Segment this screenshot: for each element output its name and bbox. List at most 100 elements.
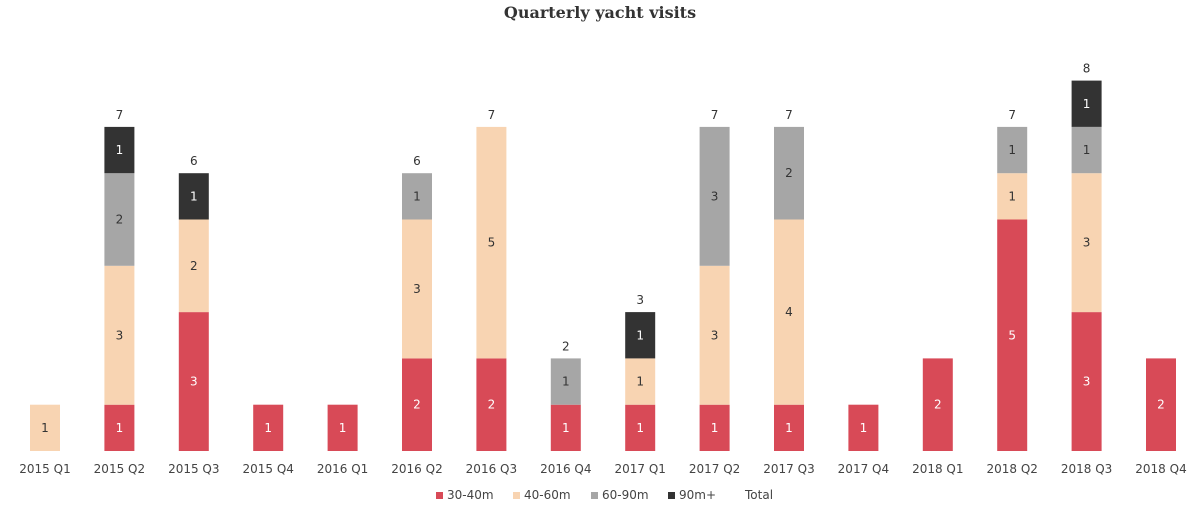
bar-segment [178, 173, 209, 220]
total-label: 7 [488, 108, 496, 122]
bar-segment [625, 312, 656, 359]
legend-label: Total [744, 488, 773, 502]
bar-segment [402, 358, 432, 451]
bar-segment [997, 219, 1028, 451]
legend-swatch [668, 492, 675, 499]
bar-value-label: 1 [413, 189, 421, 203]
x-tick-label: 2015 Q2 [94, 462, 145, 476]
legend-swatch [436, 492, 443, 499]
bar-value-label: 1 [785, 421, 793, 435]
x-tick-label: 2015 Q3 [168, 462, 219, 476]
bars-layer [30, 80, 1176, 451]
x-tick-label: 2016 Q3 [466, 462, 517, 476]
bar-segment [699, 404, 730, 451]
bar-value-label: 3 [116, 328, 124, 342]
bar-value-label: 1 [636, 421, 644, 435]
total-label: 8 [1083, 62, 1091, 76]
bar-value-label: 3 [711, 328, 719, 342]
bar-segment [625, 358, 656, 405]
legend-label: 60-90m [602, 488, 649, 502]
bar-segment [699, 265, 730, 405]
x-tick-label: 2018 Q2 [986, 462, 1037, 476]
x-tick-label: 2015 Q4 [242, 462, 293, 476]
bar-segment [997, 173, 1028, 220]
bar-segment [1071, 173, 1102, 313]
bar-segment [848, 404, 879, 451]
bar-segment [476, 358, 507, 451]
bar-value-label: 3 [1083, 236, 1091, 250]
total-label: 6 [413, 154, 421, 168]
legend-swatch [591, 492, 598, 499]
bar-segment [774, 404, 804, 451]
bar-value-label: 1 [1008, 189, 1016, 203]
bar-value-label: 2 [413, 398, 421, 412]
bar-value-label: 1 [339, 421, 347, 435]
total-label: 7 [116, 108, 124, 122]
x-tick-label: 2018 Q1 [912, 462, 963, 476]
bar-value-label: 2 [934, 398, 942, 412]
bar-segment [1146, 358, 1176, 451]
bar-segment [550, 404, 581, 451]
bar-segment [402, 173, 432, 220]
bar-segment [625, 404, 656, 451]
x-axis: 2015 Q1 2015 Q2 2015 Q3 2015 Q4 2016 Q1 2016 … [19, 462, 1186, 476]
bar-segment [253, 404, 284, 451]
total-label: 2 [562, 339, 570, 353]
legend-label: 40-60m [524, 488, 571, 502]
legend-label: 90m+ [679, 488, 716, 502]
x-tick-label: 2017 Q3 [763, 462, 814, 476]
bar-value-label: 1 [1008, 143, 1016, 157]
total-label: 6 [190, 154, 198, 168]
x-tick-label: 2017 Q2 [689, 462, 740, 476]
bar-value-label: 5 [1008, 328, 1016, 342]
bar-value-label: 3 [711, 189, 719, 203]
bar-segment [1071, 126, 1102, 174]
x-tick-label: 2017 Q1 [614, 462, 665, 476]
bar-segment [550, 358, 581, 405]
bar-value-label: 2 [785, 166, 793, 180]
x-tick-label: 2015 Q1 [19, 462, 70, 476]
bar-value-label: 1 [1083, 97, 1091, 111]
bar-segment [104, 265, 135, 405]
bar-segment [178, 219, 209, 313]
x-tick-label: 2016 Q2 [391, 462, 442, 476]
bar-segment [1071, 312, 1102, 451]
bar-value-label: 2 [488, 398, 496, 412]
bar-value-label: 2 [1157, 398, 1165, 412]
bar-segment [476, 126, 507, 359]
bar-value-label: 1 [264, 421, 272, 435]
total-label: 7 [785, 108, 793, 122]
bar-segment [104, 126, 135, 174]
bar-value-label: 3 [413, 282, 421, 296]
bar-segment [30, 404, 60, 451]
bar-segment [1071, 80, 1102, 127]
legend-label: 30-40m [447, 488, 494, 502]
legend-swatch [513, 492, 520, 499]
bar-value-label: 3 [190, 375, 198, 389]
bar-segment [327, 404, 358, 451]
bar-segment [699, 126, 730, 266]
x-tick-label: 2017 Q4 [838, 462, 889, 476]
bar-value-label: 1 [636, 375, 644, 389]
bar-value-label: 1 [116, 421, 124, 435]
bar-value-label: 1 [190, 189, 198, 203]
bar-value-label: 1 [636, 328, 644, 342]
bar-segment [104, 404, 135, 451]
bar-segment [997, 126, 1028, 174]
bar-value-label: 3 [1083, 375, 1091, 389]
bar-value-label: 2 [190, 259, 198, 273]
bar-value-label: 4 [785, 305, 793, 319]
x-tick-label: 2018 Q4 [1135, 462, 1186, 476]
x-tick-label: 2016 Q1 [317, 462, 368, 476]
bar-segment [922, 358, 953, 451]
bar-segment [774, 219, 804, 405]
bar-value-label: 1 [41, 421, 49, 435]
total-label: 3 [636, 293, 644, 307]
total-label: 7 [1008, 108, 1016, 122]
bar-value-label: 1 [711, 421, 719, 435]
bar-value-label: 5 [488, 236, 496, 250]
bar-value-label: 2 [116, 213, 124, 227]
bar-value-label: 1 [562, 375, 570, 389]
